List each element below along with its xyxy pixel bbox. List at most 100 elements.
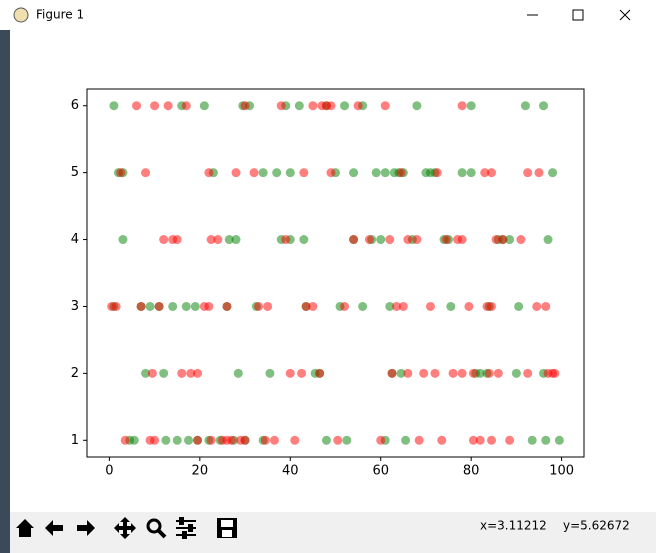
configure-button[interactable] bbox=[176, 517, 196, 539]
point bbox=[132, 101, 142, 111]
save-button[interactable] bbox=[217, 518, 237, 538]
point bbox=[136, 301, 146, 311]
close-button[interactable] bbox=[619, 9, 631, 21]
back-button[interactable] bbox=[45, 520, 63, 536]
point bbox=[403, 368, 413, 378]
point bbox=[285, 368, 295, 378]
plot: 0 20 40 60 80 100 1 2 3 4 5 6 bbox=[71, 98, 574, 478]
point bbox=[358, 301, 368, 311]
point bbox=[412, 101, 422, 111]
point bbox=[333, 435, 343, 445]
point bbox=[487, 168, 497, 178]
point bbox=[150, 435, 160, 445]
status-x: x=3.11212 bbox=[480, 519, 547, 533]
home-button[interactable] bbox=[16, 519, 34, 537]
point bbox=[349, 235, 359, 245]
point bbox=[159, 235, 169, 245]
point bbox=[457, 101, 467, 111]
point bbox=[224, 235, 234, 245]
point bbox=[353, 101, 363, 111]
point bbox=[543, 235, 553, 245]
point bbox=[457, 368, 467, 378]
point bbox=[376, 235, 386, 245]
point bbox=[398, 301, 408, 311]
point bbox=[308, 101, 318, 111]
point bbox=[168, 301, 178, 311]
point bbox=[505, 235, 515, 245]
point bbox=[539, 101, 549, 111]
point bbox=[523, 168, 533, 178]
maximize-button[interactable] bbox=[572, 9, 584, 21]
point bbox=[199, 101, 209, 111]
point bbox=[181, 101, 191, 111]
point bbox=[380, 101, 390, 111]
point bbox=[401, 435, 411, 445]
y-tick-label: 6 bbox=[71, 98, 79, 113]
point bbox=[487, 301, 497, 311]
point bbox=[414, 435, 424, 445]
forward-button[interactable] bbox=[77, 520, 95, 536]
point bbox=[181, 301, 191, 311]
point bbox=[240, 435, 250, 445]
point bbox=[541, 435, 551, 445]
point bbox=[480, 168, 490, 178]
y-tick-label: 3 bbox=[71, 299, 79, 314]
point bbox=[226, 435, 236, 445]
point bbox=[258, 168, 268, 178]
point bbox=[193, 368, 203, 378]
point bbox=[116, 168, 126, 178]
point bbox=[260, 435, 270, 445]
point bbox=[109, 101, 119, 111]
point bbox=[141, 368, 151, 378]
point bbox=[498, 235, 508, 245]
point bbox=[120, 435, 130, 445]
x-tick-label: 100 bbox=[549, 464, 574, 479]
point bbox=[326, 101, 336, 111]
point bbox=[385, 235, 395, 245]
point bbox=[299, 235, 309, 245]
toolbar-buttons bbox=[16, 517, 237, 539]
figure bbox=[10, 30, 656, 512]
point bbox=[396, 168, 406, 178]
point bbox=[285, 168, 295, 178]
point bbox=[446, 301, 456, 311]
point bbox=[380, 168, 390, 178]
point bbox=[172, 235, 182, 245]
pan-button[interactable] bbox=[114, 517, 136, 539]
point bbox=[233, 368, 243, 378]
point bbox=[145, 301, 155, 311]
point bbox=[308, 301, 318, 311]
point bbox=[321, 435, 331, 445]
x-tick-label: 40 bbox=[282, 464, 299, 479]
point bbox=[441, 235, 451, 245]
point bbox=[523, 368, 533, 378]
point bbox=[387, 368, 397, 378]
point bbox=[290, 435, 300, 445]
point bbox=[511, 368, 521, 378]
point bbox=[376, 435, 386, 445]
point bbox=[249, 168, 259, 178]
point bbox=[222, 301, 232, 311]
window-title: Figure 1 bbox=[36, 8, 84, 22]
point bbox=[265, 368, 275, 378]
y-tick-label: 4 bbox=[71, 232, 79, 247]
point bbox=[457, 168, 467, 178]
x-tick-label: 20 bbox=[192, 464, 209, 479]
point bbox=[342, 435, 352, 445]
point bbox=[466, 168, 476, 178]
point bbox=[163, 101, 173, 111]
point bbox=[301, 301, 311, 311]
point bbox=[457, 235, 467, 245]
point bbox=[466, 101, 476, 111]
point bbox=[516, 235, 526, 245]
point bbox=[172, 435, 182, 445]
y-tick-label: 5 bbox=[71, 165, 79, 180]
point bbox=[240, 101, 250, 111]
zoom-button[interactable] bbox=[146, 518, 162, 534]
toolbar bbox=[10, 512, 656, 553]
point bbox=[464, 301, 474, 311]
point bbox=[550, 368, 560, 378]
point bbox=[491, 235, 501, 245]
point bbox=[186, 368, 196, 378]
